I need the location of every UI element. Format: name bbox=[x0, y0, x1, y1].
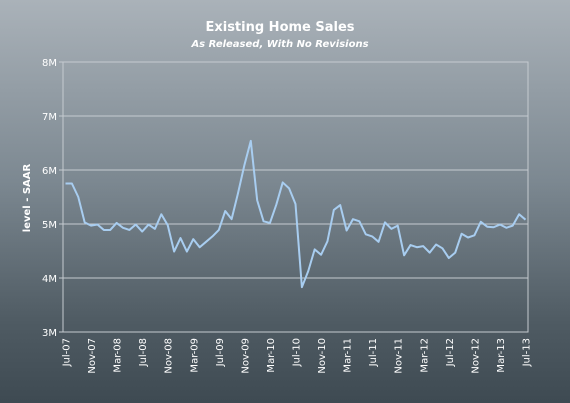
y-axis-label: level - SAAR bbox=[22, 163, 33, 232]
x-tick-label: Nov-08 bbox=[164, 338, 175, 374]
x-axis-ticks: Jul-07 Nov-07 Mar-08 Jul-08 Nov-08 Mar-09 Jul-… bbox=[62, 338, 533, 374]
grid-lines bbox=[63, 115, 528, 279]
x-tick-label: Mar-12 bbox=[419, 338, 430, 373]
x-tick-label: Nov-09 bbox=[240, 338, 251, 374]
y-tick-label: 4M bbox=[42, 274, 57, 285]
y-tick-label: 5M bbox=[42, 220, 57, 231]
chart-title: Existing Home Sales bbox=[205, 20, 354, 35]
y-tick-label: 8M bbox=[42, 58, 57, 69]
x-tick-label: Nov-07 bbox=[87, 338, 98, 374]
series-line bbox=[65, 139, 527, 289]
x-tick-label: Mar-08 bbox=[113, 338, 124, 373]
x-tick-label: Nov-11 bbox=[394, 338, 405, 374]
x-tick-label: Nov-10 bbox=[317, 338, 328, 374]
x-tick-label: Mar-11 bbox=[343, 338, 354, 373]
x-tick-label: Mar-13 bbox=[496, 338, 507, 373]
x-tick-label: Jul-11 bbox=[368, 338, 379, 367]
chart-subtitle: As Released, With No Revisions bbox=[190, 39, 368, 50]
x-tick-label: Jul-13 bbox=[522, 338, 533, 367]
x-tick-label: Jul-10 bbox=[292, 338, 303, 367]
y-axis-ticks: 3M 4M 5M 6M 7M 8M bbox=[42, 58, 63, 339]
x-tick-label: Mar-10 bbox=[266, 338, 277, 373]
y-tick-label: 3M bbox=[42, 328, 57, 339]
x-tick-label: Mar-09 bbox=[189, 338, 200, 373]
x-tick-label: Jul-09 bbox=[215, 338, 226, 367]
x-tick-label: Jul-08 bbox=[138, 338, 149, 367]
x-tick-label: Jul-07 bbox=[62, 338, 73, 367]
x-tick-label: Nov-12 bbox=[470, 338, 481, 374]
x-tick-label: Jul-12 bbox=[445, 338, 456, 367]
y-tick-label: 6M bbox=[42, 166, 57, 177]
y-tick-label: 7M bbox=[42, 112, 57, 123]
plot-area bbox=[62, 61, 529, 333]
